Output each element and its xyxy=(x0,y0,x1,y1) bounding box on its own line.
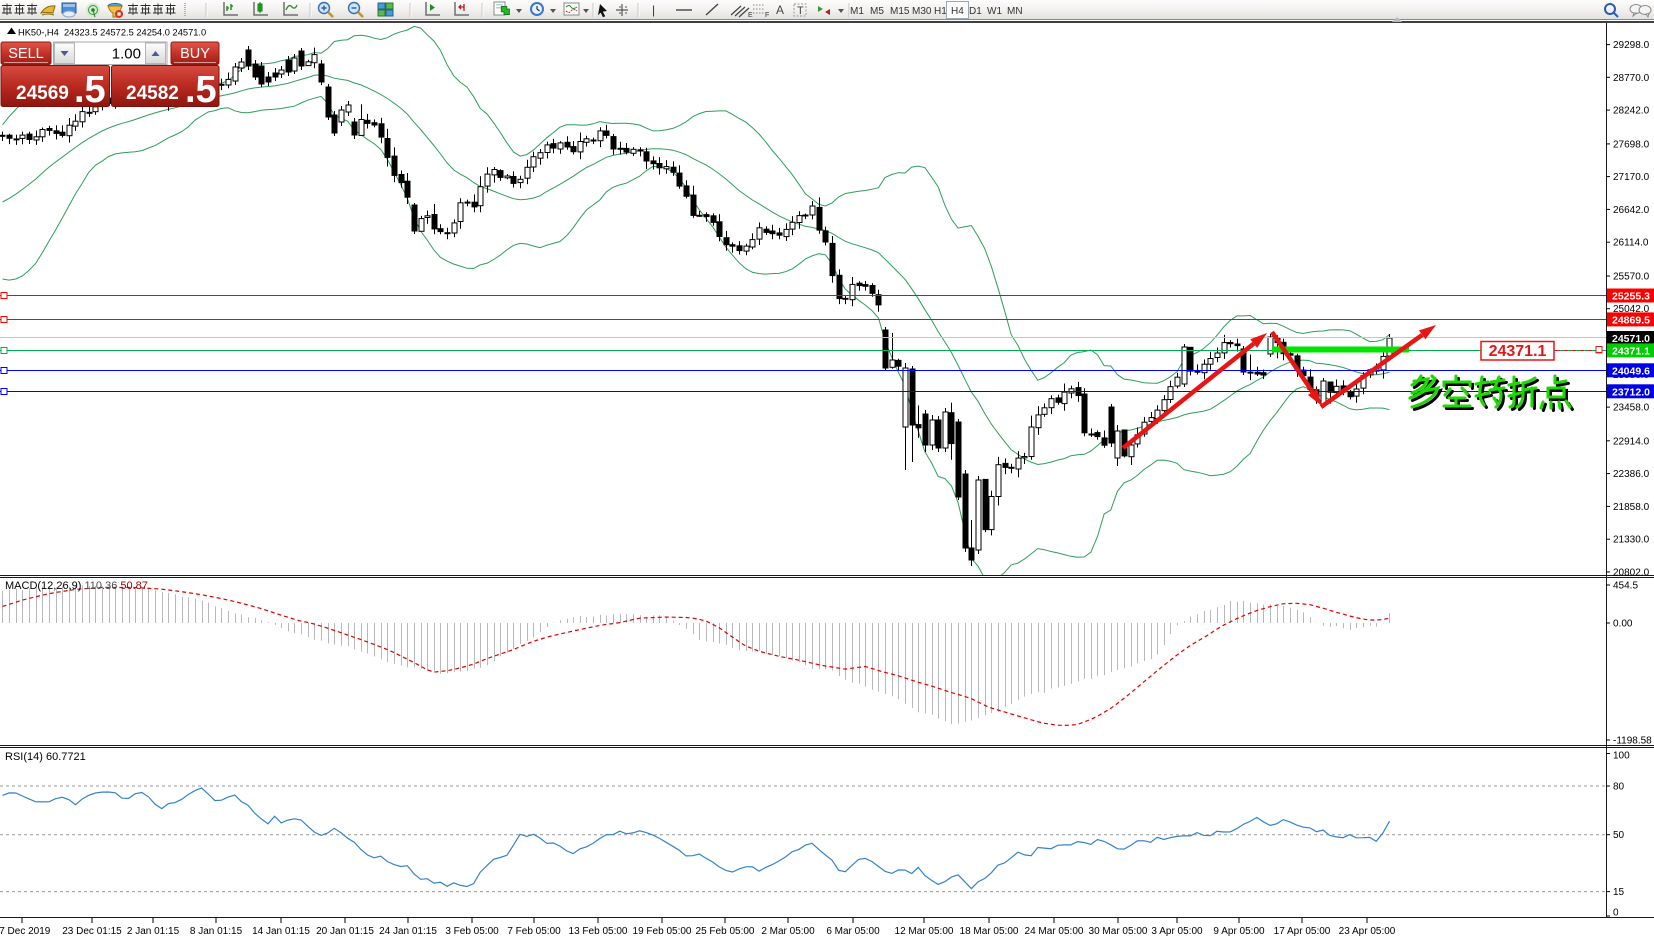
svg-text:17 Apr 05:00: 17 Apr 05:00 xyxy=(1274,926,1331,937)
svg-text:18 Mar 05:00: 18 Mar 05:00 xyxy=(960,926,1019,937)
svg-text:8 Jan 01:15: 8 Jan 01:15 xyxy=(190,926,243,937)
svg-text:24582: 24582 xyxy=(126,83,179,104)
svg-text:H4: H4 xyxy=(951,6,964,17)
svg-text:H1: H1 xyxy=(934,6,947,17)
svg-text:9 Apr 05:00: 9 Apr 05:00 xyxy=(1213,926,1265,937)
svg-text:22386.0: 22386.0 xyxy=(1613,469,1650,480)
svg-text:50: 50 xyxy=(1613,830,1625,841)
svg-text:23 Dec 01:15: 23 Dec 01:15 xyxy=(62,926,122,937)
svg-text:25255.3: 25255.3 xyxy=(1612,291,1650,303)
svg-text:12 Mar 05:00: 12 Mar 05:00 xyxy=(895,926,954,937)
svg-text:29298.0: 29298.0 xyxy=(1613,40,1650,51)
svg-text:T: T xyxy=(797,5,804,17)
svg-text:13 Feb 05:00: 13 Feb 05:00 xyxy=(569,926,628,937)
svg-text:M15: M15 xyxy=(890,6,910,17)
svg-text:|: | xyxy=(652,3,655,17)
svg-text:25042.0: 25042.0 xyxy=(1613,304,1650,315)
svg-text:W1: W1 xyxy=(987,6,1002,17)
svg-text:23 Apr 05:00: 23 Apr 05:00 xyxy=(1339,926,1396,937)
svg-text:26114.0: 26114.0 xyxy=(1613,238,1649,249)
svg-text:15: 15 xyxy=(1613,887,1625,898)
svg-text:21330.0: 21330.0 xyxy=(1613,535,1650,546)
svg-text:M30: M30 xyxy=(912,6,932,17)
svg-text:M5: M5 xyxy=(870,6,884,17)
svg-text:14 Jan 01:15: 14 Jan 01:15 xyxy=(252,926,310,937)
svg-text:25 Feb 05:00: 25 Feb 05:00 xyxy=(696,926,755,937)
svg-text:26642.0: 26642.0 xyxy=(1613,205,1650,216)
svg-text:E: E xyxy=(748,12,753,19)
svg-text:1.00: 1.00 xyxy=(112,46,141,63)
svg-text:17 Dec 2019: 17 Dec 2019 xyxy=(0,926,51,937)
svg-text:BUY: BUY xyxy=(180,46,210,62)
svg-text:24 Jan 01:15: 24 Jan 01:15 xyxy=(379,926,437,937)
svg-text:2 Mar 05:00: 2 Mar 05:00 xyxy=(761,926,815,937)
svg-text:24569: 24569 xyxy=(16,83,69,104)
svg-text:3 Apr 05:00: 3 Apr 05:00 xyxy=(1151,926,1203,937)
svg-text:0: 0 xyxy=(1613,908,1619,919)
svg-text:19 Feb 05:00: 19 Feb 05:00 xyxy=(633,926,692,937)
svg-text:24049.6: 24049.6 xyxy=(1612,365,1650,377)
svg-text:MN: MN xyxy=(1007,6,1023,17)
svg-text:MACD(12,26,9) 110.36 50.87: MACD(12,26,9) 110.36 50.87 xyxy=(5,580,148,592)
svg-text:3 Feb 05:00: 3 Feb 05:00 xyxy=(445,926,499,937)
svg-text:22914.0: 22914.0 xyxy=(1613,436,1650,447)
svg-text:27698.0: 27698.0 xyxy=(1613,139,1650,150)
svg-text:20 Jan 01:15: 20 Jan 01:15 xyxy=(316,926,374,937)
svg-text:28770.0: 28770.0 xyxy=(1613,73,1650,84)
svg-text:7 Feb 05:00: 7 Feb 05:00 xyxy=(507,926,561,937)
svg-text:23458.0: 23458.0 xyxy=(1613,403,1650,414)
svg-text:0.00: 0.00 xyxy=(1613,619,1633,630)
svg-text:30 Mar 05:00: 30 Mar 05:00 xyxy=(1089,926,1148,937)
svg-text:21858.0: 21858.0 xyxy=(1613,502,1650,513)
svg-text:24 Mar 05:00: 24 Mar 05:00 xyxy=(1025,926,1084,937)
svg-text:.5: .5 xyxy=(74,69,106,111)
svg-text:24371.1: 24371.1 xyxy=(1612,345,1650,357)
svg-text:24571.0: 24571.0 xyxy=(1612,333,1650,345)
svg-text:M1: M1 xyxy=(850,6,864,17)
svg-text:454.5: 454.5 xyxy=(1613,581,1638,592)
svg-text:A: A xyxy=(776,3,784,17)
svg-text:25570.0: 25570.0 xyxy=(1613,272,1650,283)
svg-text:HK50-,H4 24323.5 24572.5 2425: HK50-,H4 24323.5 24572.5 24254.0 24571.0 xyxy=(18,28,206,38)
svg-text:28242.0: 28242.0 xyxy=(1613,106,1650,117)
svg-text:80: 80 xyxy=(1613,782,1625,793)
svg-text:23712.0: 23712.0 xyxy=(1612,386,1650,398)
svg-text:2 Jan 01:15: 2 Jan 01:15 xyxy=(127,926,180,937)
svg-text:D1: D1 xyxy=(969,6,982,17)
svg-text:24869.5: 24869.5 xyxy=(1612,314,1650,326)
svg-text:-1198.58: -1198.58 xyxy=(1613,736,1652,747)
svg-text:RSI(14) 60.7721: RSI(14) 60.7721 xyxy=(5,751,86,763)
svg-text:27170.0: 27170.0 xyxy=(1613,172,1650,183)
svg-text:20802.0: 20802.0 xyxy=(1613,567,1650,578)
svg-text:SELL: SELL xyxy=(8,46,43,62)
svg-text:24371.1: 24371.1 xyxy=(1489,343,1547,360)
svg-text:6 Mar 05:00: 6 Mar 05:00 xyxy=(826,926,880,937)
svg-text:.5: .5 xyxy=(185,69,217,111)
svg-text:100: 100 xyxy=(1613,751,1630,762)
svg-text:F: F xyxy=(765,12,769,19)
